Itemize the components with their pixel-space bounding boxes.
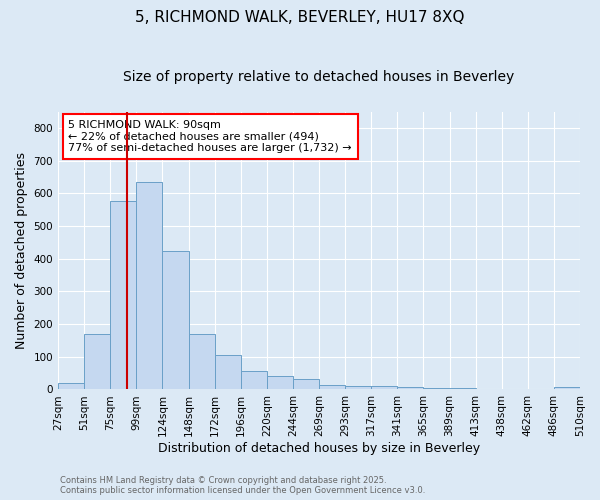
Bar — [188, 334, 215, 390]
Title: Size of property relative to detached houses in Beverley: Size of property relative to detached ho… — [124, 70, 515, 84]
Bar — [319, 384, 345, 390]
Bar — [267, 376, 293, 390]
Y-axis label: Number of detached properties: Number of detached properties — [15, 152, 28, 349]
Bar — [345, 386, 371, 390]
Bar — [476, 389, 502, 390]
Bar — [449, 388, 476, 390]
Bar — [110, 202, 136, 390]
Bar — [502, 389, 528, 390]
Text: 5, RICHMOND WALK, BEVERLEY, HU17 8XQ: 5, RICHMOND WALK, BEVERLEY, HU17 8XQ — [135, 10, 465, 25]
Text: 5 RICHMOND WALK: 90sqm
← 22% of detached houses are smaller (494)
77% of semi-de: 5 RICHMOND WALK: 90sqm ← 22% of detached… — [68, 120, 352, 153]
Bar — [397, 387, 424, 390]
Bar — [58, 383, 84, 390]
X-axis label: Distribution of detached houses by size in Beverley: Distribution of detached houses by size … — [158, 442, 480, 455]
Bar — [371, 386, 397, 390]
Text: Contains HM Land Registry data © Crown copyright and database right 2025.
Contai: Contains HM Land Registry data © Crown c… — [60, 476, 425, 495]
Bar — [215, 355, 241, 390]
Bar — [554, 388, 580, 390]
Bar — [293, 378, 319, 390]
Bar — [136, 182, 163, 390]
Bar — [84, 334, 110, 390]
Bar — [241, 371, 267, 390]
Bar — [163, 250, 188, 390]
Bar — [424, 388, 449, 390]
